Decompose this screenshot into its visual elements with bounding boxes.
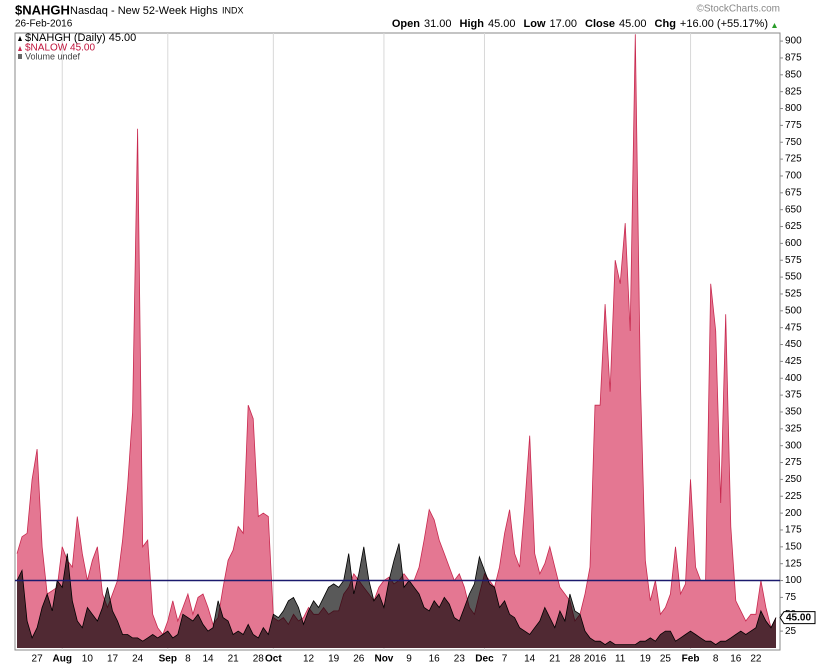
y-tick-label: 650 (785, 204, 802, 215)
x-tick-label: 8 (713, 654, 719, 665)
x-tick-label: 22 (750, 654, 762, 665)
x-tick-label: 8 (185, 654, 191, 665)
y-tick-label: 75 (785, 592, 797, 603)
exchange: INDX (222, 5, 244, 15)
x-tick-label: 26 (353, 654, 365, 665)
quote-value: 45.00 (488, 18, 516, 30)
legend-label: Volume undef (25, 51, 81, 61)
x-tick-label: 16 (429, 654, 441, 665)
y-tick-label: 125 (785, 558, 802, 569)
x-tick-label: 19 (640, 654, 652, 665)
y-tick-label: 575 (785, 255, 802, 266)
x-tick-label: Feb (682, 654, 700, 665)
last-value-tag (779, 611, 816, 625)
quote-value: +16.00 (+55.17%) (680, 18, 768, 30)
up-arrow (772, 23, 777, 28)
y-tick-label: 325 (785, 423, 802, 434)
x-tick-label: 9 (406, 654, 412, 665)
y-tick-label: 800 (785, 103, 802, 114)
y-tick-label: 500 (785, 305, 802, 316)
x-tick-label: Oct (265, 654, 282, 665)
y-tick-label: 850 (785, 69, 802, 80)
x-tick-label: 25 (660, 654, 672, 665)
quote: Open 31.00 High 45.00 Low 17.00 Close 45.00 Chg +… (392, 18, 768, 30)
quote-label: Open (392, 18, 420, 30)
security-name: Nasdaq - New 52-Week Highs (70, 5, 218, 17)
last-value-label: 45.00 (786, 612, 811, 623)
y-tick-label: 25 (785, 626, 797, 637)
y-tick-label: 100 (785, 575, 802, 586)
y-tick-label: 750 (785, 137, 802, 148)
y-tick-label: 425 (785, 356, 802, 367)
y-tick-label: 475 (785, 322, 802, 333)
area (17, 34, 776, 648)
y-tick-label: 900 (785, 36, 802, 47)
y-tick-label: 350 (785, 407, 802, 418)
y-tick-label: 250 (785, 474, 802, 485)
area-line (16, 543, 777, 646)
x-tick-label: 23 (454, 654, 466, 665)
quote-value: 31.00 (424, 18, 452, 30)
y-tick-label: 625 (785, 221, 802, 232)
x-tick-label: 19 (328, 654, 340, 665)
quote-label: Close (585, 18, 615, 30)
x-tick-label: 11 (615, 654, 626, 665)
x-tick-label: 16 (730, 654, 742, 665)
y-tick-label: 375 (785, 390, 802, 401)
x-tick-label: 28 (569, 654, 581, 665)
quote-value: 17.00 (550, 18, 578, 30)
y-tick-label: 225 (785, 491, 802, 502)
y-tick-label: 550 (785, 272, 802, 283)
x-tick-label: Nov (374, 654, 393, 665)
y-tick-label: 675 (785, 187, 802, 198)
y-tick-label: 775 (785, 120, 802, 131)
x-tick-label: 2016 (584, 654, 607, 665)
legend: $NAHGH (Daily) 45.00 $NALOW 45.00 Volume… (18, 32, 136, 61)
legend-icon (18, 36, 22, 41)
y-tick-label: 600 (785, 238, 802, 249)
credit: ©StockCharts.com (696, 4, 780, 15)
area (17, 543, 776, 648)
x-tick-label: Aug (53, 654, 72, 665)
x-tick-label: 14 (524, 654, 536, 665)
x-tick-label: Dec (475, 654, 494, 665)
x-tick-label: 10 (82, 654, 94, 665)
y-tick-label: 175 (785, 525, 802, 536)
legend-icon (18, 46, 22, 51)
x-tick-label: 14 (202, 654, 214, 665)
legend-label: $NALOW 45.00 (25, 43, 95, 54)
x-tick-label: 21 (549, 654, 561, 665)
y-tick-label: 300 (785, 440, 802, 451)
y-tick-label: 150 (785, 541, 802, 552)
y-tick-label: 400 (785, 373, 802, 384)
legend-icon (18, 54, 22, 59)
y-tick-label: 875 (785, 53, 802, 64)
y-tick-label: 275 (785, 457, 802, 468)
quote-label: Low (524, 18, 546, 30)
quote-label: High (460, 18, 485, 30)
y-tick-label: 825 (785, 86, 802, 97)
x-tick-label: 12 (303, 654, 315, 665)
y-tick-label: 700 (785, 171, 802, 182)
symbol: $NAHGH (15, 2, 70, 17)
legend-label: $NAHGH (Daily) 45.00 (25, 32, 136, 44)
date: 26-Feb-2016 (15, 19, 73, 30)
y-tick-label: 450 (785, 339, 802, 350)
x-tick-label: 27 (32, 654, 44, 665)
quote-value: 45.00 (619, 18, 647, 30)
quote-label: Chg (655, 18, 676, 30)
x-tick-label: 21 (228, 654, 240, 665)
y-tick-label: 725 (785, 154, 802, 165)
x-tick-label: Sep (159, 654, 177, 665)
x-tick-label: 7 (502, 654, 508, 665)
x-tick-label: 28 (253, 654, 265, 665)
x-tick-label: 24 (132, 654, 144, 665)
x-tick-label: 17 (107, 654, 119, 665)
y-tick-label: 200 (785, 508, 802, 519)
y-tick-label: 525 (785, 289, 802, 300)
